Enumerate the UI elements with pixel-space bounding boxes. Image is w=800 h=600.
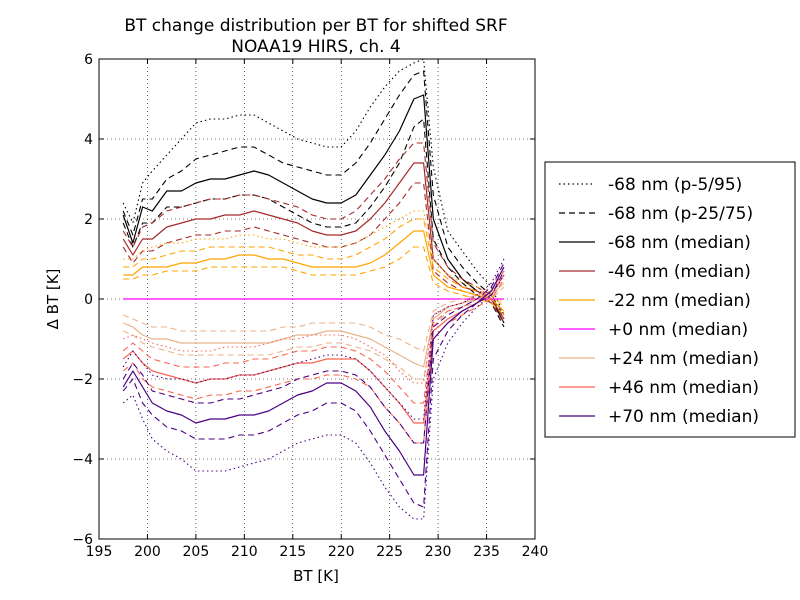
x-tick-label: 230	[425, 544, 452, 560]
legend-entry: +0 nm (median)	[608, 320, 748, 340]
x-tick-label: 235	[473, 544, 500, 560]
y-tick-label: 2	[84, 212, 93, 228]
x-tick-label: 225	[376, 544, 403, 560]
series-layer	[122, 58, 505, 520]
y-tick-label: 6	[84, 52, 93, 68]
legend: -68 nm (p-5/95) -68 nm (p-25/75) -68 nm (m…	[544, 161, 796, 438]
series-line-23	[122, 274, 505, 520]
series-line-15	[122, 286, 505, 380]
y-tick-label: −6	[72, 532, 93, 548]
legend-entry: -46 nm (median)	[608, 262, 751, 282]
y-tick-label: 0	[84, 292, 93, 308]
legend-entry: +24 nm (median)	[608, 349, 759, 369]
series-line-6	[122, 142, 505, 316]
y-tick-label: −2	[72, 372, 93, 388]
x-tick-label: 240	[522, 544, 549, 560]
series-line-10	[123, 246, 505, 316]
axis-ticks: 195 200 205 210 215 220 225 230 235 240 6 4 2 0 −2 −4 −6	[72, 52, 548, 560]
series-line-8	[123, 230, 505, 312]
series-line-2	[122, 70, 505, 320]
x-axis-label: BT [K]	[293, 567, 339, 585]
legend-entry: -68 nm (median)	[608, 233, 751, 253]
series-line-1	[122, 94, 505, 324]
x-tick-label: 195	[86, 544, 113, 560]
x-tick-label: 220	[328, 544, 355, 560]
series-line-20	[122, 266, 505, 476]
y-axis-label: Δ BT [K]	[44, 269, 62, 330]
series-line-16	[122, 274, 505, 424]
legend-entry: -68 nm (p-5/95)	[608, 175, 742, 195]
chart-title: BT change distribution per BT for shifte…	[124, 16, 507, 36]
x-tick-label: 215	[279, 544, 306, 560]
y-tick-label: 4	[84, 132, 93, 148]
series-line-14	[122, 278, 505, 352]
series-line-9	[123, 218, 505, 308]
y-tick-label: −4	[72, 452, 93, 468]
series-line-21	[122, 270, 505, 508]
x-tick-label: 205	[183, 544, 210, 560]
series-line-17	[122, 270, 505, 404]
legend-entry: -68 nm (p-25/75)	[608, 204, 753, 224]
legend-entry: +46 nm (median)	[608, 378, 759, 398]
x-tick-label: 200	[134, 544, 161, 560]
series-line-5	[122, 162, 505, 320]
legend-entry: -22 nm (median)	[608, 291, 751, 311]
x-tick-label: 210	[231, 544, 258, 560]
legend-entry: +70 nm (median)	[608, 407, 759, 427]
series-line-7	[122, 182, 505, 324]
series-line-4	[122, 118, 505, 328]
series-line-19	[122, 266, 505, 384]
chart-subtitle: NOAA19 HIRS, ch. 4	[231, 37, 401, 57]
